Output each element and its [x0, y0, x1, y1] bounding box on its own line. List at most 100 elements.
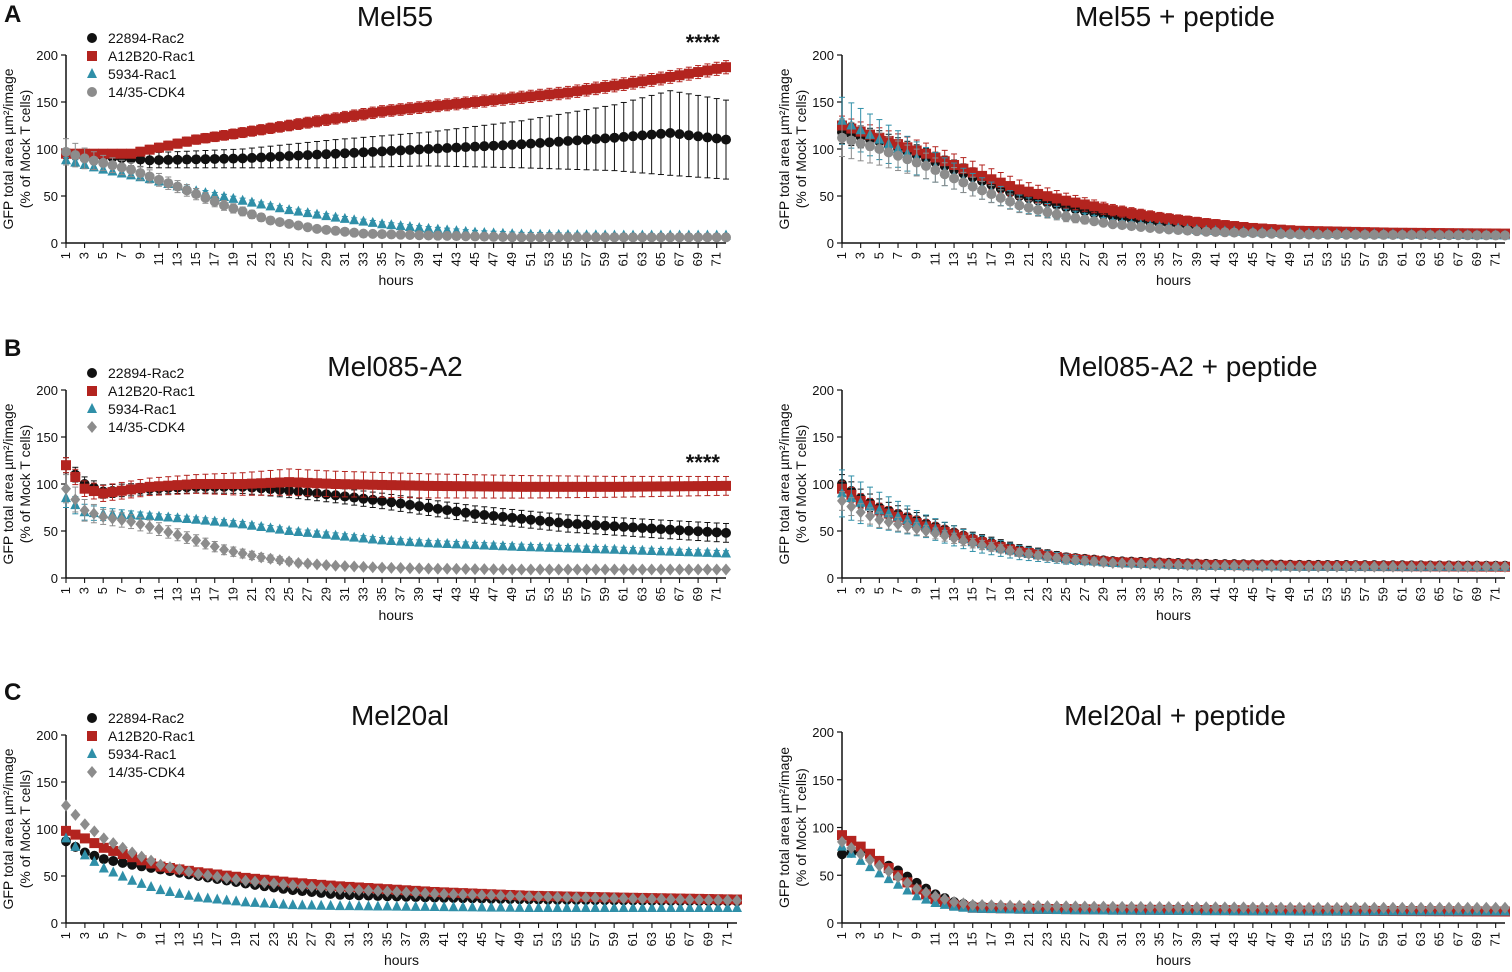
x-tick-label: 3 — [77, 587, 92, 594]
data-point — [939, 169, 950, 180]
data-point — [228, 192, 239, 203]
y-axis-label: GFP total area µm²/image — [776, 403, 792, 564]
data-point — [1443, 230, 1454, 241]
data-point — [321, 224, 332, 235]
y-tick-label: 200 — [812, 383, 834, 398]
data-point — [1014, 200, 1025, 211]
data-point — [1117, 557, 1128, 570]
data-point — [702, 526, 713, 537]
data-point — [442, 143, 453, 154]
data-point — [377, 479, 388, 490]
data-point — [977, 185, 988, 196]
data-point — [302, 207, 313, 218]
data-point — [628, 232, 639, 243]
data-point — [628, 131, 639, 142]
series-14-35-cdk4 — [837, 118, 1510, 241]
data-point — [367, 561, 378, 574]
data-point — [590, 83, 601, 94]
data-point — [1173, 558, 1184, 571]
x-tick-label: 33 — [355, 252, 370, 266]
data-point — [488, 231, 499, 242]
data-point — [1313, 229, 1324, 240]
x-tick-label: 59 — [1376, 587, 1391, 601]
data-point — [107, 148, 118, 159]
data-point — [172, 138, 183, 149]
data-point — [423, 480, 434, 491]
y-tick-label: 200 — [812, 48, 834, 63]
x-tick-label: 27 — [300, 587, 315, 601]
data-point — [284, 151, 295, 162]
x-tick-label: 9 — [909, 587, 924, 594]
data-point — [423, 502, 434, 513]
x-tick-label: 59 — [597, 587, 612, 601]
data-point — [191, 513, 202, 524]
x-tick-label: 53 — [1320, 587, 1335, 601]
data-point — [349, 492, 360, 503]
data-point — [1453, 560, 1464, 573]
data-point — [1135, 209, 1146, 220]
x-tick-label: 51 — [523, 587, 538, 601]
data-point — [1173, 214, 1184, 225]
y-tick-label: 150 — [36, 95, 58, 110]
data-point — [349, 110, 360, 121]
x-tick-label: 15 — [188, 587, 203, 601]
data-point — [516, 540, 527, 551]
x-axis-label: hours — [1156, 272, 1191, 288]
data-point — [702, 546, 713, 557]
data-point — [507, 512, 518, 523]
data-point — [311, 116, 322, 127]
x-tick-label: 35 — [374, 252, 389, 266]
data-point — [293, 205, 304, 216]
x-tick-label: 41 — [430, 252, 445, 266]
data-point — [1406, 560, 1417, 573]
data-point — [1201, 226, 1212, 237]
data-point — [88, 486, 99, 497]
data-point — [562, 87, 573, 98]
x-tick-label: 55 — [1338, 252, 1353, 266]
legend-label: 22894-Rac2 — [108, 365, 184, 381]
data-point — [1014, 184, 1025, 195]
data-point — [256, 478, 267, 489]
data-point — [200, 154, 211, 165]
data-point — [1378, 229, 1389, 240]
x-tick-label: 5 — [95, 587, 110, 594]
data-point — [1042, 207, 1053, 218]
data-point — [126, 148, 137, 159]
data-point — [451, 562, 462, 575]
legend-marker — [87, 386, 97, 396]
x-tick-label: 25 — [1058, 252, 1073, 266]
data-point — [967, 167, 978, 178]
data-point — [181, 531, 192, 544]
data-point — [995, 542, 1006, 555]
data-point — [163, 154, 174, 165]
data-point — [837, 494, 847, 507]
x-tick-label: 3 — [853, 587, 868, 594]
x-tick-label: 71 — [709, 252, 724, 266]
data-point — [665, 128, 676, 139]
chart-title: Mel55 + peptide — [1075, 1, 1275, 32]
legend-marker — [87, 68, 97, 78]
x-tick-label: 33 — [1133, 587, 1148, 601]
data-point — [330, 559, 341, 572]
data-point — [70, 471, 81, 482]
data-point — [1089, 555, 1100, 568]
data-point — [228, 203, 239, 214]
x-tick-label: 15 — [965, 587, 980, 601]
data-point — [311, 527, 322, 538]
data-point — [1014, 546, 1025, 559]
data-point — [646, 232, 657, 243]
data-point — [1191, 217, 1202, 228]
data-point — [1163, 213, 1174, 224]
data-point — [1042, 191, 1053, 202]
x-tick-label: 9 — [132, 252, 147, 259]
data-point — [1210, 559, 1221, 572]
data-point — [293, 525, 304, 536]
data-point — [321, 528, 332, 539]
data-point — [358, 215, 369, 226]
x-tick-label: 61 — [1394, 587, 1409, 601]
x-tick-label: 25 — [1058, 587, 1073, 601]
data-point — [330, 113, 341, 124]
data-point — [200, 537, 211, 550]
